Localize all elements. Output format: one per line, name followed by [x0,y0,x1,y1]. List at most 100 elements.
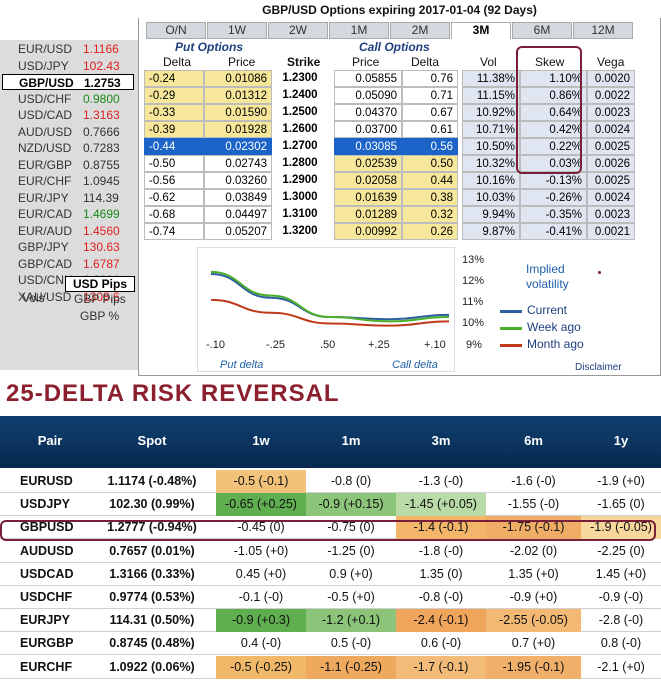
fx-rate-value: 0.9800 [83,91,120,106]
rr-table-row[interactable]: USDJPY 102.30 (0.99%) -0.65 (+0.25) -0.9 (+… [0,493,661,517]
call-price-cell: 0.03085 [334,138,402,155]
fx-quote-row[interactable]: NZD/USD 0.7283 [0,140,138,156]
tab-1m[interactable]: 1M [329,22,389,39]
rr-header-1m: 1m [341,433,361,448]
option-strike-row[interactable]: -0.68 0.04497 1.3100 0.01289 0.32 9.94% -0.35%… [144,206,635,223]
rr-value-cell-1m: -1.1 (-0.25) [306,655,396,679]
rr-value-cell-1w: 0.45 (+0) [235,566,287,581]
rr-value-cell-3m: -1.8 (-0) [418,543,464,558]
rr-table-row[interactable]: EURUSD 1.1174 (-0.48%) -0.5 (-0.1) -0.8 (0)… [0,470,661,493]
tab-6m[interactable]: 6M [512,22,572,39]
fx-rate-value: 0.7666 [83,124,120,139]
fx-quote-row[interactable]: EUR/GBP 0.8755 [0,157,138,173]
put-delta-cell: -0.24 [144,70,204,87]
vol-cell: 11.38% [462,70,520,87]
option-strike-row[interactable]: -0.74 0.05207 1.3200 0.00992 0.26 9.87% -0.41%… [144,223,635,240]
x-tick-label: -.25 [266,339,285,351]
fx-quote-row[interactable]: USD/JPY 102.43 [0,58,138,74]
rr-table-row[interactable]: GBPUSD 1.2777 (-0.94%) -0.45 (0) -0.75 (0) -… [0,516,661,540]
call-price-cell: 0.02058 [334,172,402,189]
fx-rate-value: 0.8755 [83,157,120,172]
y-tick-label: 9% [466,339,482,351]
fx-quote-row[interactable]: EUR/CHF 1.0945 [0,173,138,189]
rr-table-row[interactable]: EURJPY 114.31 (0.50%) -0.9 (+0.3) -1.2 (+0.… [0,609,661,633]
rr-header-3m: 3m [431,433,451,448]
rr-spot-cell: 0.7657 (0.01%) [109,543,195,558]
tab-on[interactable]: O/N [146,22,206,39]
rr-spot-cell: 1.0922 (0.06%) [109,659,195,674]
put-price-cell: 0.03849 [204,189,272,206]
vols-label[interactable]: Vols [22,291,45,305]
option-strike-row[interactable]: -0.56 0.03260 1.2900 0.02058 0.44 10.16% -0.13… [144,172,635,189]
rr-value-cell-1y: -2.8 (-0) [598,613,644,628]
rr-value-cell-1m: -0.5 (+0) [327,590,375,604]
fx-quote-row[interactable]: EUR/CAD 1.4699 [0,206,138,222]
legend-month-ago: Month ago [527,337,584,351]
put-price-cell: 0.03260 [204,172,272,189]
fx-quote-row[interactable]: GBP/CAD 1.6787 [0,256,138,272]
fx-quote-row[interactable]: GBP/USD 1.2753 [2,74,134,90]
call-price-cell: 0.03700 [334,121,402,138]
skew-cell: 0.86% [520,87,587,104]
rr-table-row[interactable]: EURCHF 1.0922 (0.06%) -0.5 (-0.25) -1.1 (-0… [0,655,661,679]
rr-value-cell-3m: -2.4 (-0.1) [396,609,486,633]
rr-value-cell-3m: 1.35 (0) [419,566,463,581]
option-strike-row[interactable]: -0.39 0.01928 1.2600 0.03700 0.61 10.71% 0.42%… [144,121,635,138]
fx-pair-label: NZD/USD [18,141,72,155]
fx-quote-row[interactable]: EUR/USD 1.1166 [0,41,138,57]
rr-value-cell-1y: -1.9 (-0.05) [581,516,661,540]
call-delta-col-header: Delta [411,55,440,69]
fx-quote-row[interactable]: USD/CAD 1.3163 [0,107,138,123]
tab-2m[interactable]: 2M [390,22,450,39]
option-strike-row[interactable]: -0.24 0.01086 1.2300 0.05855 0.76 11.38% 1.10%… [144,70,635,87]
skew-cell: 1.10% [520,70,587,87]
rr-spot-cell: 1.2777 (-0.94%) [107,520,197,535]
fx-quote-row[interactable]: AUD/USD 0.7666 [0,124,138,140]
option-strike-row[interactable]: -0.33 0.01590 1.2500 0.04370 0.67 10.92% 0.64%… [144,104,635,121]
rr-table-row[interactable]: AUDUSD 0.7657 (0.01%) -1.05 (+0) -1.25 (0) -… [0,540,661,563]
gbp-pips-button[interactable]: GBP Pips [74,292,126,306]
option-strike-row[interactable]: -0.44 0.02302 1.2700 0.03085 0.56 10.50% 0.22%… [144,138,635,155]
marker-dot [598,271,601,274]
call-delta-cell: 0.76 [402,70,458,87]
put-delta-cell: -0.68 [144,206,204,223]
fx-quote-row[interactable]: USD/CHF 0.9800 [0,91,138,107]
rr-value-cell-1m: -1.2 (+0.1) [306,609,396,633]
rr-spot-cell: 0.8745 (0.48%) [109,636,195,651]
legend-week-ago: Week ago [527,320,581,334]
usd-pips-button[interactable]: USD Pips [65,276,135,292]
legend-swatch-month [500,344,522,347]
rr-table-row[interactable]: USDCAD 1.3166 (0.33%) 0.45 (+0) 0.9 (+0) 1.3… [0,563,661,586]
legend-current: Current [527,303,568,317]
strike-cell: 1.3100 [282,208,318,220]
y-tick-label: 13% [462,254,485,266]
option-strike-row[interactable]: -0.62 0.03849 1.3000 0.01639 0.38 10.03% -0.26… [144,189,635,206]
fx-quote-row[interactable]: EUR/AUD 1.4560 [0,223,138,239]
rr-pair-cell: AUDUSD [20,543,74,558]
option-strike-row[interactable]: -0.50 0.02743 1.2800 0.02539 0.50 10.32% 0.03%… [144,155,635,172]
fx-pair-label: USD/CAD [18,108,73,122]
fx-rate-value: 1.2753 [84,76,121,90]
fx-quote-row[interactable]: XAU/USD 1308.6 [0,289,138,305]
fx-quote-row[interactable]: EUR/JPY 114.39 [0,190,138,206]
disclaimer-link[interactable]: Disclaimer [575,362,622,373]
rr-table-row[interactable]: USDCHF 0.9774 (0.53%) -0.1 (-0) -0.5 (+0) -0… [0,586,661,609]
option-strike-row[interactable]: -0.29 0.01312 1.2400 0.05090 0.71 11.15% 0.86%… [144,87,635,104]
rr-table-row[interactable]: EURGBP 0.8745 (0.48%) 0.4 (-0) 0.5 (-0) 0.6 … [0,632,661,656]
tab-12m[interactable]: 12M [573,22,633,39]
tab-3m[interactable]: 3M [451,22,511,39]
gbp-percent-button[interactable]: GBP % [80,309,120,323]
call-delta-cell: 0.50 [402,155,458,172]
rr-pair-cell: EURGBP [20,636,74,651]
rr-value-cell-1w: -0.65 (+0.25) [216,493,306,517]
strike-cell: 1.2600 [282,123,318,135]
skew-cell: -0.26% [520,189,587,206]
fx-quote-row[interactable]: GBP/JPY 130.63 [0,239,138,255]
series-line-month-ago [210,298,450,327]
rr-header-1y: 1y [613,433,629,448]
tab-1w[interactable]: 1W [207,22,267,39]
skew-cell: 0.42% [520,121,587,138]
fx-rate-value: 1.0945 [83,174,120,188]
tab-2w[interactable]: 2W [268,22,328,39]
rr-header-1w: 1w [252,433,270,448]
